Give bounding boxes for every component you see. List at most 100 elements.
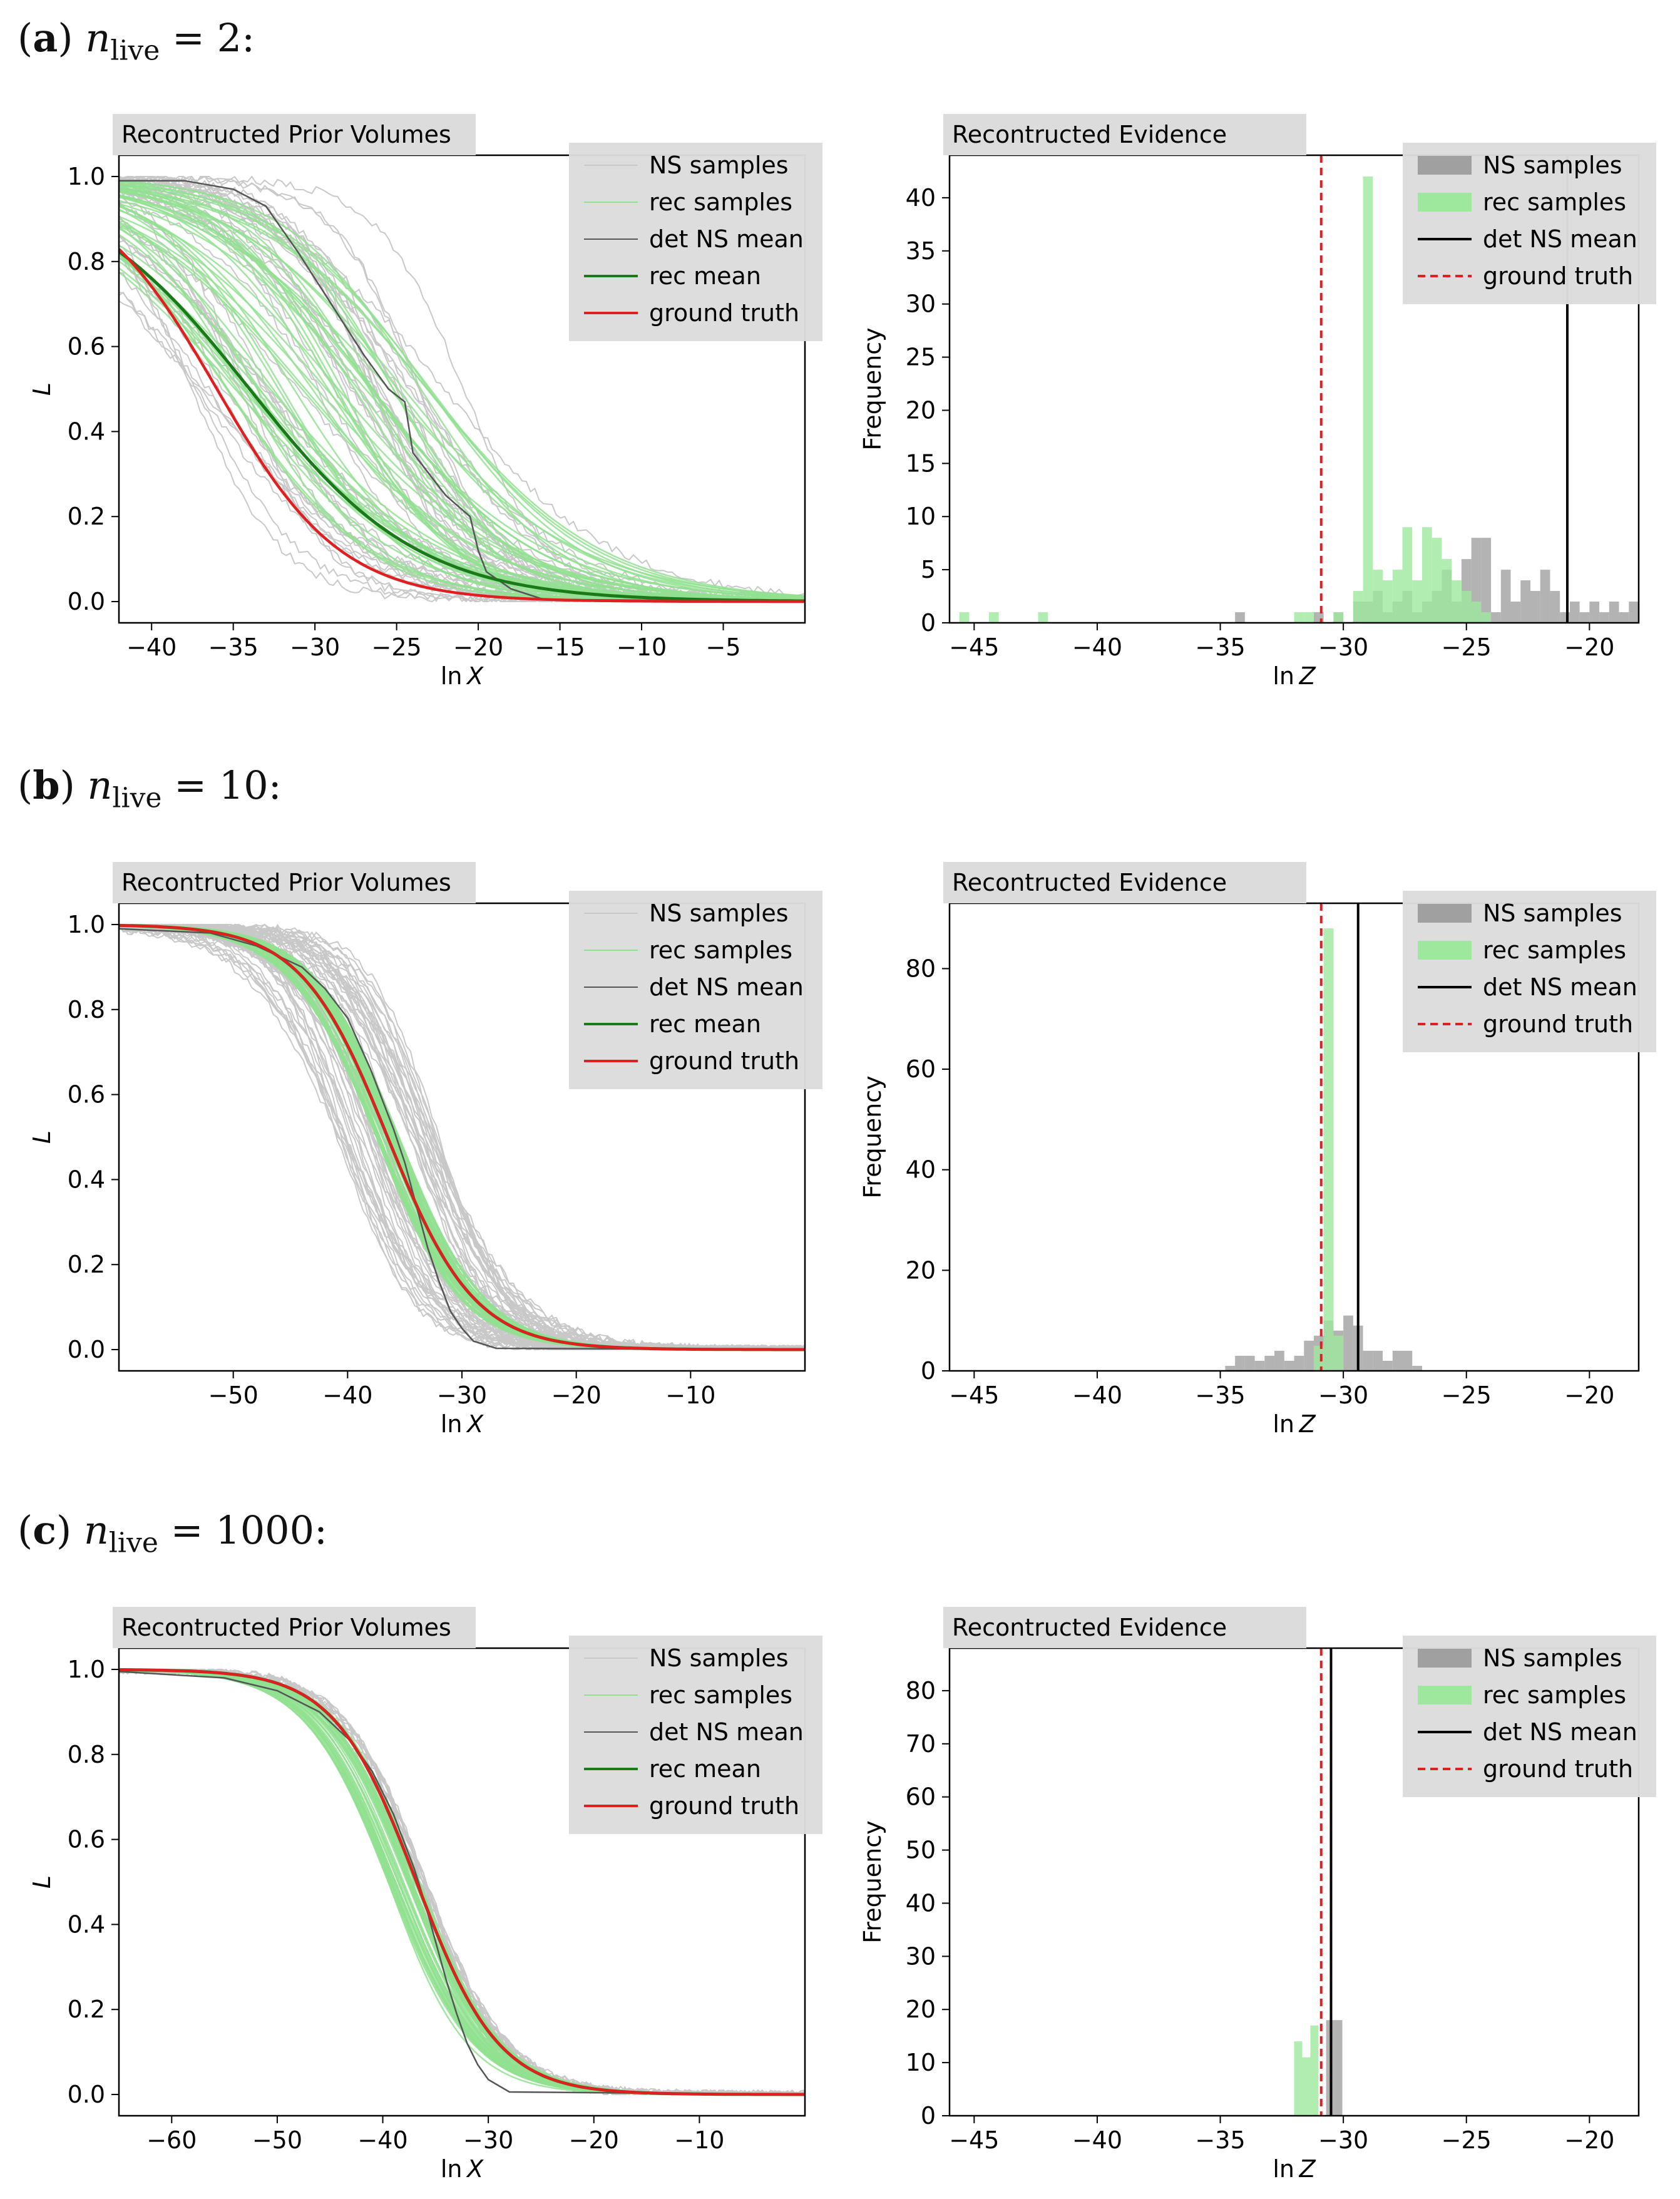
ns-hist-bar [1254, 1360, 1265, 1371]
ns-hist-bar [1579, 612, 1590, 623]
legend-label: NS samples [649, 151, 789, 179]
ground-truth-line [119, 924, 805, 1351]
x-tick-label: −40 [1072, 1381, 1122, 1409]
legend-swatch [1418, 193, 1472, 212]
legend-label: ground truth [649, 299, 799, 327]
x-tick-label: −15 [535, 633, 585, 661]
det-ns-mean-line [119, 928, 805, 1351]
y-tick-label: 1.0 [68, 163, 105, 190]
rec-sample-line [119, 195, 805, 600]
y-tick-label: 5 [921, 556, 936, 583]
x-tick-label: −35 [1195, 2126, 1245, 2154]
y-tick-label: 0 [921, 2102, 936, 2130]
rec-hist-bar [1313, 1345, 1324, 1371]
rec-hist-bar [1452, 580, 1462, 623]
legend-label: rec mean [649, 1010, 761, 1038]
title-box [943, 862, 1306, 903]
legend-swatch [1418, 156, 1472, 175]
x-tick-label: −30 [290, 633, 340, 661]
ns-hist-bar [1334, 2020, 1343, 2116]
ns-hist-bar [1392, 1350, 1403, 1371]
y-tick-label: 40 [906, 184, 936, 212]
rec-sample-line [119, 254, 805, 602]
panel-heading-c: (c) nlive = 1000: [18, 1507, 327, 1559]
legend-label: rec samples [649, 188, 792, 216]
plot-title: Recontructed Evidence [952, 1614, 1227, 1641]
rec-hist-bar [1392, 570, 1403, 623]
title-box [113, 862, 476, 903]
x-tick-label: −30 [1318, 2126, 1368, 2154]
legend-label: ground truth [649, 1047, 799, 1075]
y-tick-label: 0.4 [68, 1166, 105, 1193]
title-box [943, 114, 1306, 155]
ns-hist-bar [1402, 1350, 1413, 1371]
x-tick-label: −50 [252, 2126, 302, 2154]
x-axis-label: ln X [441, 662, 484, 690]
x-tick-label: −40 [126, 633, 177, 661]
x-axis-label: ln Z [1273, 662, 1316, 690]
y-tick-label: 0.6 [68, 1826, 105, 1853]
y-tick-label: 0.2 [68, 1251, 105, 1278]
x-tick-label: −50 [208, 1381, 259, 1409]
x-tick-label: −40 [357, 2126, 407, 2154]
line-panel: −40 −35 −30 −25 −20 −15 −10 −5 0.0 0.2 0.4 0.6 0.8 1.… [28, 114, 822, 690]
y-tick-label: 0.6 [68, 333, 105, 361]
hist-panel: −45 −40 −35 −30 −25 −20 0 5 10 15 20 25 30 35 40 Recont… [859, 114, 1656, 690]
rec-hist-bar [1421, 527, 1432, 623]
ns-hist-bar [1619, 612, 1629, 623]
ns-hist-bar [1491, 612, 1501, 623]
plot-title: Recontructed Evidence [952, 121, 1227, 148]
x-tick-label: −45 [949, 1381, 999, 1409]
x-tick-label: −30 [1318, 633, 1368, 661]
title-box [943, 1607, 1306, 1648]
rec-hist-bar [1442, 559, 1452, 623]
ns-hist-bar [1540, 570, 1550, 623]
legend-box [569, 891, 822, 1089]
y-tick-label: 80 [906, 955, 936, 982]
plot-title: Recontructed Prior Volumes [121, 869, 451, 896]
rec-hist-bar [1304, 612, 1314, 623]
rec-sample-line [119, 200, 805, 597]
x-tick-label: −25 [1442, 2126, 1492, 2154]
y-tick-label: 1.0 [68, 1656, 105, 1683]
legend-label: det NS mean [649, 1718, 804, 1746]
rec-hist-bar [1383, 580, 1393, 623]
rec-hist-bar [1294, 2041, 1303, 2116]
y-tick-label: 70 [906, 1730, 936, 1758]
y-tick-label: 50 [906, 1837, 936, 1864]
x-tick-label: −45 [949, 2126, 999, 2154]
plot-area [959, 155, 1639, 623]
line-panel: −50 −40 −30 −20 −10 0.0 0.2 0.4 0.6 0.8 1.0 Recontr… [28, 862, 822, 1438]
ns-hist-bar [1363, 1350, 1373, 1371]
y-tick-label: 0.0 [68, 588, 105, 615]
x-tick-label: −25 [372, 633, 422, 661]
rec-hist-bar [959, 612, 970, 623]
x-axis-label: ln Z [1273, 1410, 1316, 1438]
x-axis-label: ln X [441, 2155, 484, 2183]
legend-label: ground truth [649, 1792, 799, 1820]
y-tick-label: 0.2 [68, 1996, 105, 2023]
legend-label: det NS mean [1483, 973, 1637, 1001]
ns-hist-bar [1510, 602, 1521, 623]
legend-box [569, 1636, 822, 1834]
y-tick-label: 30 [906, 290, 936, 318]
legend-label: NS samples [1483, 151, 1622, 179]
x-tick-label: −20 [569, 2126, 619, 2154]
rec-hist-bar [1310, 2025, 1319, 2116]
legend-label: ground truth [1483, 1010, 1633, 1038]
rec-sample-line [119, 190, 805, 600]
title-box [113, 1607, 476, 1648]
y-tick-label: 40 [906, 1889, 936, 1917]
plot-title: Recontructed Prior Volumes [121, 121, 451, 148]
y-axis-label: Frequency [859, 1075, 886, 1198]
y-tick-label: 0.4 [68, 418, 105, 445]
x-axis-label: ln Z [1273, 2155, 1316, 2183]
x-tick-label: −10 [665, 1381, 715, 1409]
rec-hist-bar [1333, 1335, 1344, 1371]
x-tick-label: −20 [1564, 633, 1614, 661]
legend-label: NS samples [649, 900, 789, 927]
y-tick-label: 20 [906, 396, 936, 424]
y-tick-label: 25 [906, 344, 936, 371]
rec-hist-bar [1481, 612, 1492, 623]
y-axis-label: L [28, 382, 56, 396]
